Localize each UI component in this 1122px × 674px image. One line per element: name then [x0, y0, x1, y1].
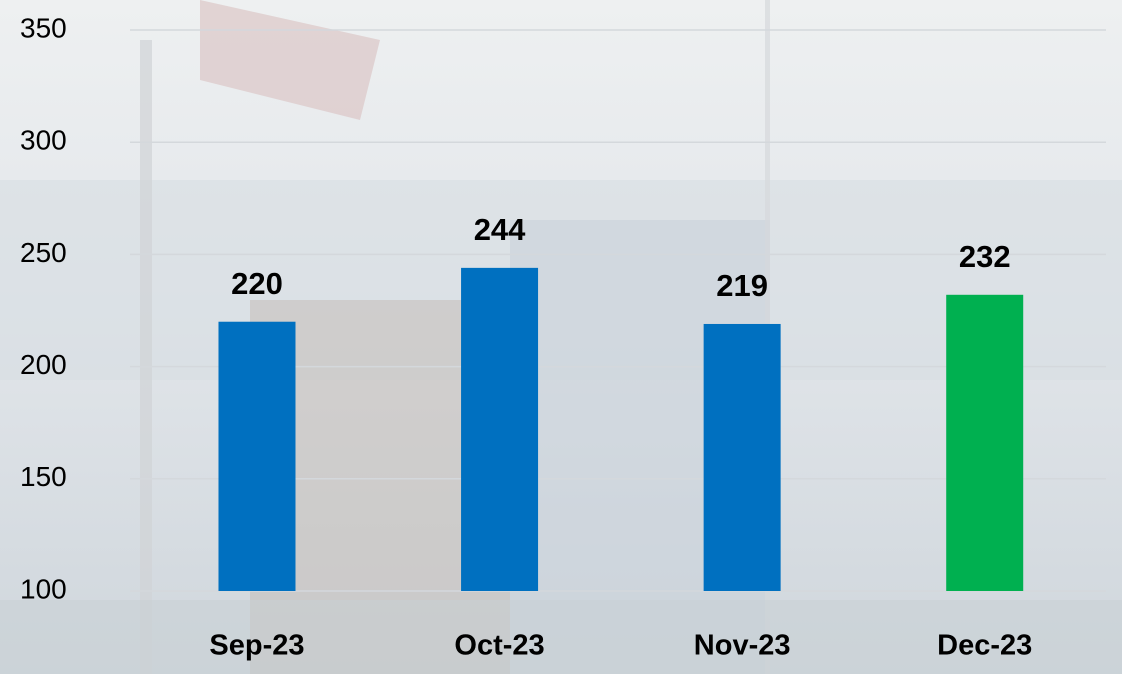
value-label: 220	[231, 266, 283, 301]
y-tick-label: 150	[20, 461, 67, 492]
value-label: 219	[716, 268, 768, 303]
chart: 100 150 200 250 300 350 220 Sep-23 244 Oct-23 219 N…	[0, 0, 1122, 674]
y-tick-label: 300	[20, 125, 67, 156]
value-label: 232	[959, 239, 1011, 274]
bar	[946, 295, 1023, 591]
value-label: 244	[474, 212, 526, 247]
bar	[704, 324, 781, 591]
x-tick-label: Dec-23	[937, 630, 1032, 662]
y-tick-label: 350	[20, 12, 67, 43]
bar	[461, 268, 538, 591]
y-tick-label: 100	[20, 573, 67, 604]
y-tick-label: 250	[20, 237, 67, 268]
bar	[218, 322, 295, 591]
x-tick-label: Oct-23	[454, 630, 544, 662]
x-tick-label: Sep-23	[209, 630, 304, 662]
y-tick-label: 200	[20, 349, 67, 380]
x-tick-label: Nov-23	[694, 630, 791, 662]
